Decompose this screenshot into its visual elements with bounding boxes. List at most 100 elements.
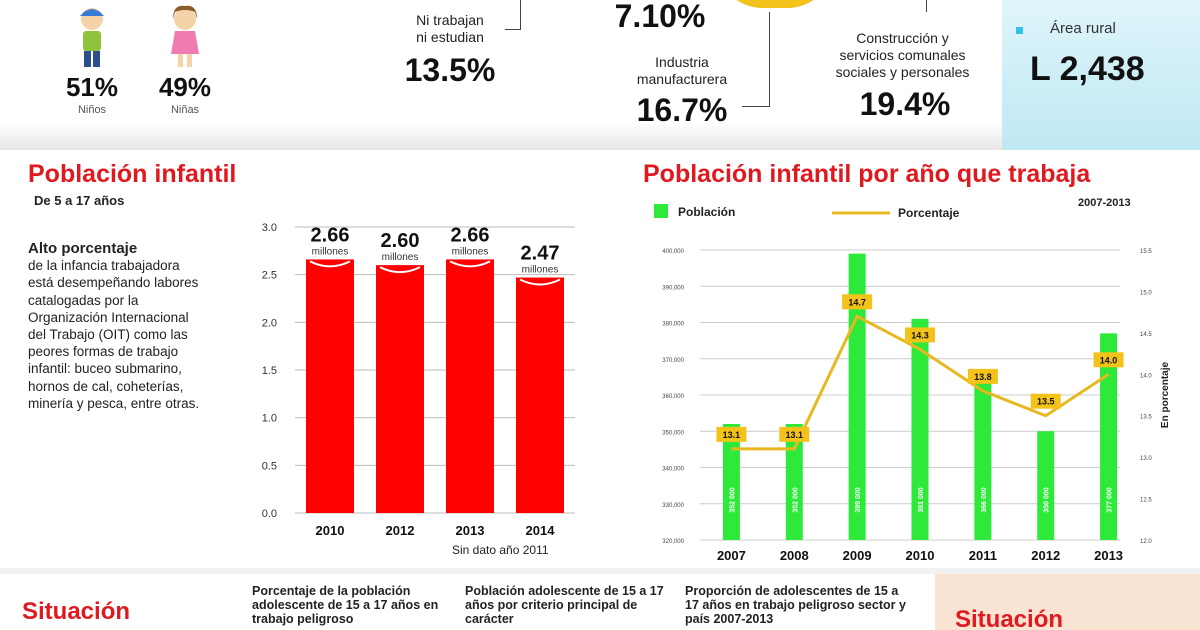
bar-unit-label: millones xyxy=(312,246,349,257)
rural-area-value: L 2,438 xyxy=(1030,50,1145,88)
combo-right-tick-label: 15.0 xyxy=(1140,290,1152,296)
bar-x-label: 2014 xyxy=(526,523,556,538)
services-leader-line xyxy=(925,0,927,12)
combo-x-label: 2013 xyxy=(1094,548,1123,563)
girls-label: Niñas xyxy=(170,104,200,116)
bottom-panel xyxy=(0,574,935,630)
combo-x-label: 2007 xyxy=(717,548,746,563)
manufacturing-leader-line xyxy=(742,12,770,107)
top-strip xyxy=(0,0,1200,140)
bottom-right-panel xyxy=(935,574,1200,630)
working-children-combo-chart: Población Porcentaje 320,000 330,000 340,000… xyxy=(654,204,1171,563)
combo-right-tick-label: 14.5 xyxy=(1140,332,1152,338)
rural-area-label: Área rural xyxy=(1050,20,1116,37)
population-bar-value-label: 352 000 xyxy=(729,487,736,512)
boys-percentage: 51% xyxy=(65,72,119,102)
services-label-line-3: sociales y personales xyxy=(835,64,970,80)
bar-value-label: 2.60 xyxy=(381,230,420,252)
top-divider-shadow xyxy=(0,122,1200,150)
combo-right-axis-label: En porcentaje xyxy=(1160,362,1171,429)
bar-highlight xyxy=(309,260,351,268)
bar-2014 xyxy=(516,277,564,513)
percentage-value-label: 13.1 xyxy=(723,430,741,440)
combo-left-tick-label: 380,000 xyxy=(662,322,684,328)
manufacturing-label-line-1: Industria xyxy=(655,54,709,70)
bottom-right-title: Situación xyxy=(955,606,1064,630)
combo-left-tick-label: 400,000 xyxy=(662,249,684,255)
percentage-label-box xyxy=(1030,393,1061,409)
side-description: Alto porcentaje de la infancia trabajado… xyxy=(28,240,208,412)
bar-value-label: 2.47 xyxy=(521,243,560,265)
percentage-line xyxy=(731,314,1110,451)
rural-bullet-icon xyxy=(1016,27,1023,34)
combo-x-label: 2012 xyxy=(1031,548,1060,563)
neet-leader-line xyxy=(505,0,521,30)
combo-right-tick-label: 12.5 xyxy=(1140,498,1152,504)
population-bar-2012 xyxy=(1037,431,1055,540)
combo-left-tick-label: 350,000 xyxy=(662,430,684,436)
bar-value-label: 2.66 xyxy=(451,224,490,246)
combo-left-tick-label: 370,000 xyxy=(662,358,684,364)
population-bar-2008 xyxy=(785,424,803,540)
percentage-value-label: 13.1 xyxy=(786,430,804,440)
bar-unit-label: millones xyxy=(382,252,419,263)
services-label-line-2: servicios comunales xyxy=(839,47,966,63)
population-bar-value-label: 377 000 xyxy=(1107,487,1114,512)
bar-unit-label: millones xyxy=(452,246,489,257)
population-bar-value-label: 399 000 xyxy=(855,487,862,512)
no-data-note: Sin dato año 2011 xyxy=(452,543,549,557)
combo-right-tick-label: 13.5 xyxy=(1140,415,1152,421)
bar-unit-label: millones xyxy=(522,265,559,276)
neet-label: Ni trabajan ni estudian xyxy=(385,12,515,46)
rural-area-box xyxy=(1002,0,1200,150)
top-percentage-value: 7.10% xyxy=(614,0,706,34)
combo-left-tick-label: 360,000 xyxy=(662,394,684,400)
child-population-subtitle: De 5 a 17 años xyxy=(34,193,125,208)
combo-left-tick-label: 340,000 xyxy=(662,467,684,473)
bar-value-label: 2.66 xyxy=(311,224,350,246)
bar-y-tick-label: 3.0 xyxy=(262,222,277,234)
side-description-lead: Alto porcentaje xyxy=(28,240,138,257)
percentage-label-box xyxy=(779,426,810,442)
percentage-label-box xyxy=(842,294,873,310)
population-bar-value-label: 381 000 xyxy=(918,487,925,512)
percentage-value-label: 13.5 xyxy=(1037,397,1055,407)
manufacturing-label-line-2: manufacturera xyxy=(636,71,728,87)
combo-right-tick-label: 14.0 xyxy=(1140,373,1152,379)
combo-x-label: 2008 xyxy=(780,548,809,563)
legend-population-swatch xyxy=(654,204,668,218)
child-population-title: Población infantil xyxy=(28,160,237,188)
bar-highlight xyxy=(449,260,491,268)
bar-y-tick-label: 0.0 xyxy=(262,508,277,520)
bar-highlight xyxy=(519,278,561,286)
services-value: 19.4% xyxy=(859,86,951,122)
bar-x-label: 2013 xyxy=(456,523,485,538)
combo-left-tick-label: 320,000 xyxy=(662,539,684,545)
bar-2010 xyxy=(306,259,354,513)
boys-label: Niños xyxy=(77,104,107,116)
bottom-column-3-text: Proporción de adolescentes de 15 a 17 añ… xyxy=(685,584,906,626)
manufacturing-label: Industria manufacturera xyxy=(612,54,752,88)
combo-right-tick-label: 15.5 xyxy=(1140,249,1152,255)
bar-y-tick-label: 1.0 xyxy=(262,413,277,425)
bar-y-tick-label: 2.0 xyxy=(262,317,277,329)
bar-x-label: 2010 xyxy=(316,523,345,538)
percentage-label-box xyxy=(967,368,998,384)
bar-2012 xyxy=(376,265,424,513)
boy-icon xyxy=(80,8,104,67)
working-children-period: 2007-2013 xyxy=(1078,197,1131,209)
combo-left-tick-label: 330,000 xyxy=(662,503,684,509)
population-bar-2013 xyxy=(1100,333,1118,540)
girls-percentage: 49% xyxy=(158,72,212,102)
legend-population-label: Población xyxy=(678,205,735,219)
neet-label-line-2: ni estudian xyxy=(416,29,484,45)
population-bar-value-label: 350 000 xyxy=(1044,487,1051,512)
population-bar-2010 xyxy=(911,318,929,540)
bar-y-tick-label: 2.5 xyxy=(262,270,277,282)
population-bar-2007 xyxy=(722,424,740,540)
percentage-value-label: 13.8 xyxy=(974,372,992,382)
bar-y-tick-label: 0.5 xyxy=(262,460,277,472)
population-bar-value-label: 366 000 xyxy=(981,487,988,512)
girl-icon xyxy=(171,5,199,67)
combo-right-tick-label: 13.0 xyxy=(1140,456,1152,462)
